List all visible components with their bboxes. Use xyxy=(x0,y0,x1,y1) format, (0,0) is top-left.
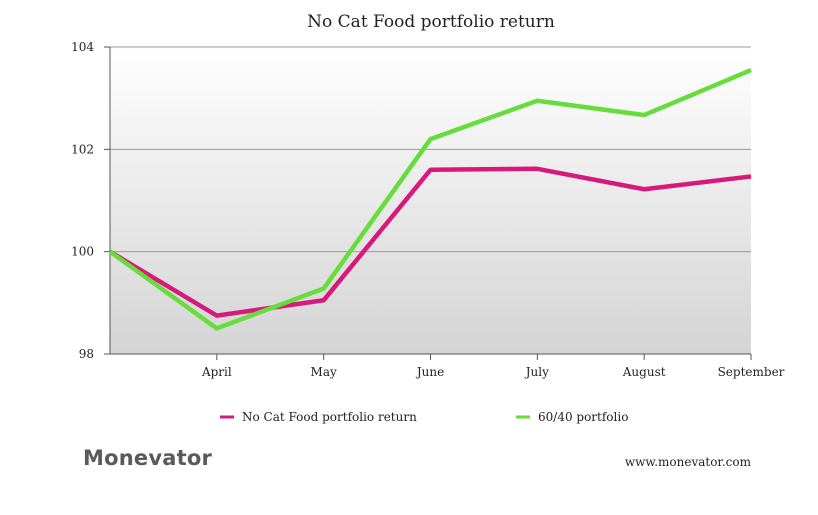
chart-title: No Cat Food portfolio return xyxy=(307,12,555,32)
brand-logo: Monevator xyxy=(83,446,212,470)
series-group xyxy=(108,67,752,331)
legend-label: No Cat Food portfolio return xyxy=(242,410,417,424)
x-axis: April May June July August September xyxy=(110,353,785,379)
legend: No Cat Food portfolio return 60/40 portfo… xyxy=(220,410,628,424)
site-url: www.monevator.com xyxy=(624,455,751,469)
x-tick-label: June xyxy=(415,365,444,379)
x-tick-label: August xyxy=(622,365,666,379)
y-tick-label: 98 xyxy=(79,347,94,361)
series-line-60-40 xyxy=(108,67,752,331)
y-tick-label: 104 xyxy=(71,40,94,54)
series-line-no-cat-food xyxy=(108,166,752,318)
x-tick-label: May xyxy=(311,365,337,379)
y-axis: 98 100 102 104 xyxy=(71,40,111,361)
legend-label: 60/40 portfolio xyxy=(538,410,628,424)
x-tick-label: July xyxy=(524,365,549,379)
y-tick-label: 102 xyxy=(71,142,94,156)
y-tick-label: 100 xyxy=(71,245,94,259)
x-tick-label: April xyxy=(201,365,232,379)
plot-area xyxy=(110,47,751,354)
x-tick-label: September xyxy=(718,365,785,379)
